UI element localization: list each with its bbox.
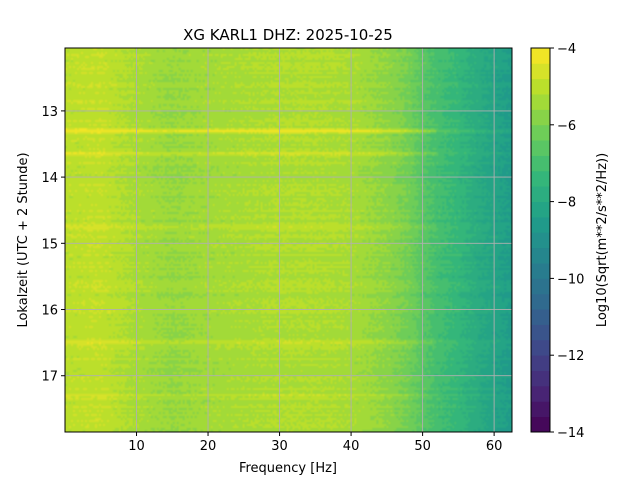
- colorbar-band: [531, 94, 550, 110]
- x-tick-label: 60: [486, 439, 503, 454]
- colorbar-tick-label: −4: [557, 42, 576, 57]
- x-tick-label: 40: [343, 439, 360, 454]
- colorbar-bands: [531, 48, 550, 433]
- x-tick-label: 50: [414, 439, 431, 454]
- x-axis: 10 20 30 40 50 60: [128, 432, 502, 454]
- colorbar-band: [531, 140, 550, 156]
- plot-frame: [64, 47, 513, 433]
- colorbar-band: [531, 124, 550, 141]
- colorbar-band: [531, 155, 550, 172]
- colorbar-band: [531, 247, 550, 264]
- colorbar-tick-label: −12: [557, 349, 584, 364]
- x-axis-label: Frequency [Hz]: [239, 461, 337, 476]
- colorbar-band: [531, 201, 550, 218]
- colorbar-band: [531, 216, 550, 233]
- colorbar-band: [531, 401, 550, 418]
- colorbar-band: [531, 416, 550, 433]
- colorbar-tick-label: −10: [557, 272, 584, 287]
- colorbar-band: [531, 293, 550, 310]
- colorbar-band: [531, 48, 550, 64]
- colorbar-label: Log10(Sqrt(m**2/s**2/Hz)): [595, 153, 610, 327]
- colorbar-band: [531, 263, 550, 279]
- grid: [65, 48, 512, 432]
- x-tick-label: 30: [271, 439, 288, 454]
- y-tick-label: 17: [41, 370, 58, 385]
- chart-title: XG KARL1 DHZ: 2025-10-25: [183, 26, 393, 44]
- y-tick-label: 13: [41, 105, 58, 120]
- colorbar-band: [531, 309, 550, 325]
- colorbar-band: [531, 232, 550, 249]
- colorbar: −4 −6 −8 −10 −12 −14 Log10(Sqrt(m**2/s**2/Hz)…: [530, 42, 610, 441]
- colorbar-band: [531, 109, 550, 126]
- colorbar-band: [531, 355, 550, 371]
- colorbar-band: [531, 370, 550, 387]
- x-tick-label: 10: [128, 439, 145, 454]
- colorbar-band: [531, 186, 550, 202]
- colorbar-tick-label: −6: [557, 119, 576, 134]
- x-tick-label: 20: [200, 439, 217, 454]
- colorbar-band: [531, 278, 550, 295]
- y-axis: 13 14 15 16 17: [41, 105, 65, 385]
- colorbar-band: [531, 324, 550, 341]
- y-tick-label: 14: [41, 171, 58, 186]
- colorbar-tick-label: −14: [557, 426, 584, 441]
- colorbar-axis: −4 −6 −8 −10 −12 −14: [550, 42, 584, 441]
- y-tick-label: 16: [41, 304, 58, 319]
- colorbar-tick-label: −8: [557, 196, 576, 211]
- colorbar-band: [531, 170, 550, 187]
- colorbar-band: [531, 63, 550, 80]
- spectrogram-heatmap: [65, 48, 512, 432]
- colorbar-frame: [530, 47, 551, 433]
- colorbar-band: [531, 78, 550, 95]
- colorbar-band: [531, 385, 550, 402]
- y-tick-label: 15: [41, 237, 58, 252]
- y-axis-label: Lokalzeit (UTC + 2 Stunde): [16, 152, 31, 327]
- colorbar-band: [531, 339, 550, 356]
- plot-area: [64, 47, 513, 433]
